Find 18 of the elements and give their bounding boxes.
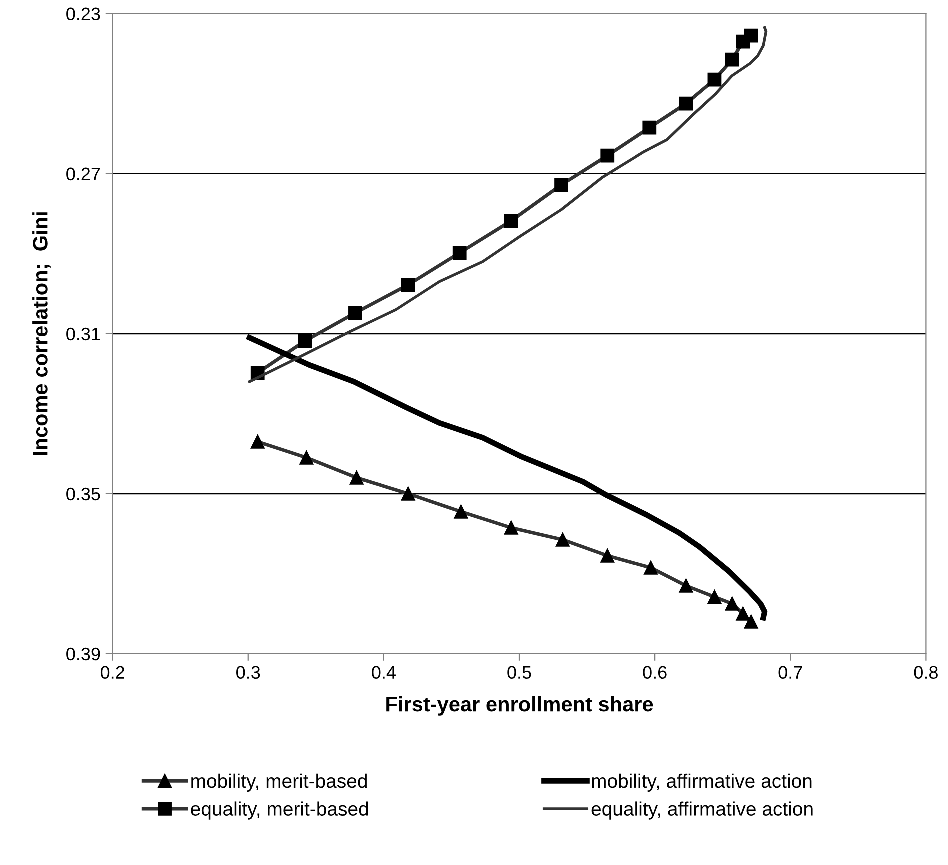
x-tick-label: 0.2 [100,666,124,680]
x-tick-label: 0.8 [914,666,938,680]
y-axis-title: Income correlation; Gini [32,212,51,456]
legend-label: mobility, affirmative action [592,774,812,792]
y-tick-label: 0.35 [66,488,100,501]
x-tick-label: 0.3 [236,666,260,680]
x-tick-label: 0.5 [508,666,532,680]
y-tick-label: 0.27 [66,168,100,181]
legend-label: mobility, merit-based [192,774,367,792]
y-tick-label: 0.31 [66,328,100,341]
x-tick-label: 0.6 [643,666,667,680]
x-tick-label: 0.7 [778,666,802,680]
x-axis-title: First-year enrollment share [386,696,654,716]
legend-label: equality, affirmative action [592,802,813,820]
x-tick-label: 0.4 [372,666,396,680]
y-tick-label: 0.39 [66,648,100,661]
y-tick-label: 0.23 [66,8,100,21]
legend-label: equality, merit-based [191,802,368,820]
